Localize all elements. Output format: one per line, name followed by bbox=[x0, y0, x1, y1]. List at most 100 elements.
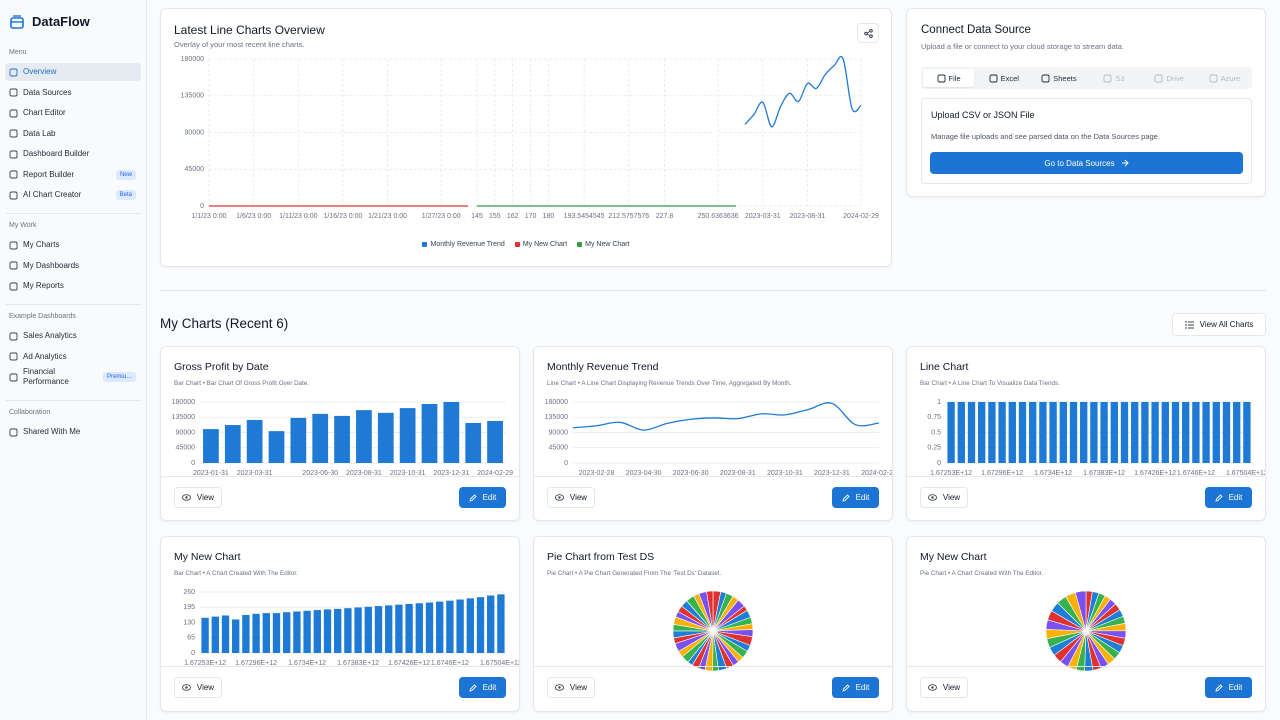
card-chart: 0 45000 90000 135000 180000 2023-01-31 2023-03… bbox=[172, 399, 513, 477]
x-tick-label: 2023-06-30 bbox=[673, 470, 709, 477]
x-tick-label: 1.67504E+12 bbox=[1226, 470, 1265, 477]
x-tick-label: 2024-02-29 bbox=[843, 213, 879, 220]
edit-button[interactable]: Edit bbox=[1205, 677, 1252, 698]
bar bbox=[262, 613, 270, 653]
x-tick-label: 2023-03-31 bbox=[237, 470, 273, 477]
y-tick-label: 45000 bbox=[185, 166, 205, 173]
y-tick-label: 90000 bbox=[185, 129, 205, 136]
x-tick-label: 193.5454545 bbox=[564, 213, 605, 220]
pie-slice bbox=[1074, 590, 1087, 632]
edit-button[interactable]: Edit bbox=[1205, 487, 1252, 508]
nav-item[interactable]: Data Lab bbox=[5, 125, 141, 143]
bar bbox=[1222, 402, 1231, 463]
nav-item[interactable]: Data Sources bbox=[5, 84, 141, 102]
edit-button[interactable]: Edit bbox=[459, 487, 506, 508]
icon bbox=[9, 170, 18, 179]
icon-shape bbox=[9, 88, 18, 97]
y-tick-label: 0.75 bbox=[927, 414, 941, 421]
edit-button[interactable]: Edit bbox=[832, 487, 879, 508]
tab[interactable]: Sheets bbox=[1033, 69, 1084, 87]
edit-button[interactable]: Edit bbox=[459, 677, 506, 698]
tab[interactable]: File bbox=[923, 69, 975, 87]
nav-item[interactable]: Shared With Me bbox=[5, 423, 141, 441]
card-chart: 0 65 130 195 260 1.67253E+12 1.67296E+12 1.6734… bbox=[183, 589, 519, 667]
nav-label: Dashboard Builder bbox=[23, 149, 90, 158]
tab[interactable]: Excel bbox=[978, 69, 1029, 87]
panel-text: Manage file uploads and see parsed data … bbox=[931, 132, 1160, 141]
card-subtitle: Upload a file or connect to your cloud s… bbox=[921, 42, 1125, 51]
tab: Drive bbox=[1144, 69, 1195, 87]
go-to-sources-button[interactable]: Go to Data Sources bbox=[930, 152, 1243, 174]
button-label: Edit bbox=[1228, 683, 1243, 692]
bar bbox=[395, 604, 403, 653]
y-tick-label: 90000 bbox=[176, 429, 196, 436]
icon-shape bbox=[9, 282, 18, 290]
bar bbox=[998, 402, 1006, 463]
bar bbox=[356, 410, 372, 463]
nav-item[interactable]: Sales Analytics bbox=[5, 327, 141, 345]
bar bbox=[334, 415, 350, 463]
bar bbox=[436, 601, 444, 653]
icon-shape bbox=[558, 496, 561, 499]
bar bbox=[377, 412, 394, 463]
view-button[interactable]: View bbox=[547, 487, 595, 508]
nav-item[interactable]: Financial Performance Premiu… bbox=[5, 367, 141, 386]
nav-item[interactable]: My Charts bbox=[5, 236, 141, 254]
card-subtitle: Pie Chart • A Pie Chart Generated From T… bbox=[547, 570, 722, 577]
pencil-icon bbox=[841, 683, 850, 692]
nav-label: Shared With Me bbox=[23, 427, 81, 436]
card-footer-divider bbox=[161, 476, 519, 477]
share-button[interactable] bbox=[857, 23, 879, 43]
card-footer-divider bbox=[907, 476, 1265, 477]
tab-label: Sheets bbox=[1053, 73, 1077, 83]
nav-item[interactable]: My Reports bbox=[5, 277, 141, 295]
nav-item[interactable]: Report Builder New bbox=[5, 166, 141, 184]
icon-shape bbox=[9, 68, 18, 76]
x-tick-label: 170 bbox=[525, 213, 537, 220]
bar bbox=[1161, 402, 1169, 463]
view-button[interactable]: View bbox=[920, 487, 968, 508]
nav-item[interactable]: Chart Editor bbox=[5, 104, 141, 122]
x-tick-label: 2023-01-31 bbox=[193, 470, 229, 477]
nav-item[interactable]: Ad Analytics bbox=[5, 348, 141, 366]
nav-item[interactable]: Overview bbox=[5, 63, 141, 81]
view-button[interactable]: View bbox=[174, 677, 222, 698]
y-tick-label: 180000 bbox=[181, 56, 204, 63]
line-series bbox=[744, 55, 862, 128]
nav-item[interactable]: AI Chart Creator Beta bbox=[5, 186, 141, 204]
bar bbox=[487, 595, 495, 653]
pencil-icon bbox=[841, 493, 850, 502]
bar bbox=[246, 419, 263, 463]
x-tick-label: 145 bbox=[471, 213, 483, 220]
icon bbox=[9, 261, 18, 270]
bar bbox=[1233, 402, 1241, 463]
bar bbox=[290, 417, 307, 463]
icon bbox=[9, 428, 18, 436]
bar bbox=[1100, 402, 1108, 463]
x-tick-label: 2023-06-30 bbox=[302, 470, 338, 477]
icon bbox=[9, 68, 18, 76]
nav-badge: Premiu… bbox=[103, 372, 136, 382]
nav-label: Ad Analytics bbox=[23, 351, 67, 361]
nav-item[interactable]: Dashboard Builder bbox=[5, 145, 141, 163]
view-button[interactable]: View bbox=[547, 677, 595, 698]
legend-item: Monthly Revenue Trend bbox=[422, 241, 505, 248]
bar bbox=[364, 606, 372, 653]
card-chart: 0 0.25 0.5 0.75 1 1.67253E+12 1.67296E+12 1.673… bbox=[927, 399, 1265, 477]
x-tick-label: 155 bbox=[489, 213, 501, 220]
edit-button[interactable]: Edit bbox=[832, 677, 879, 698]
bar bbox=[425, 602, 434, 653]
nav-item[interactable]: My Dashboards bbox=[5, 257, 141, 275]
icon-shape bbox=[1155, 74, 1163, 82]
view-button[interactable]: View bbox=[920, 677, 968, 698]
view-button[interactable]: View bbox=[174, 487, 222, 508]
pencil-icon bbox=[468, 493, 477, 502]
legend-item: My New Chart bbox=[514, 241, 567, 248]
legend-swatch bbox=[422, 242, 428, 247]
view-all-button[interactable]: View All Charts bbox=[1172, 313, 1266, 336]
icon-shape bbox=[9, 428, 18, 436]
x-tick-label: 2023-10-31 bbox=[390, 470, 426, 477]
bar bbox=[1212, 402, 1220, 463]
chart-card: Gross Profit by Date Bar Chart • Bar Char… bbox=[160, 346, 520, 521]
x-tick-label: 1.6734E+12 bbox=[1034, 470, 1072, 477]
